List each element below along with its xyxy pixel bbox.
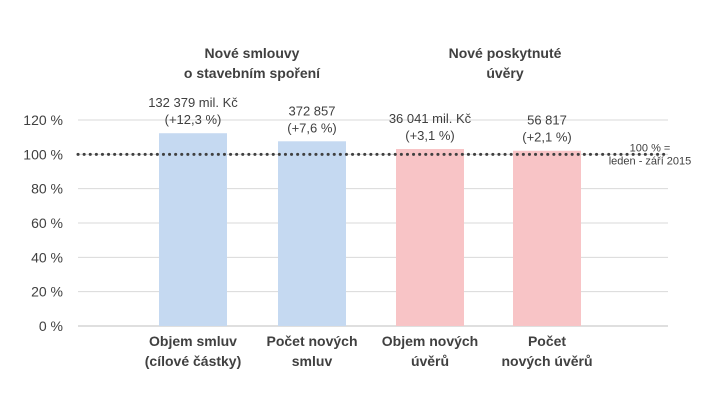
data-label: 36 041 mil. Kč (+3,1 %) (389, 111, 472, 143)
x-category-label: Počet nových úvěrů (501, 333, 592, 369)
group-label: Nové poskytnuté úvěry (449, 45, 562, 81)
bar (396, 149, 464, 326)
data-label: 56 817 (+2,1 %) (522, 113, 572, 145)
data-label: 372 857 (+7,6 %) (287, 103, 337, 135)
bars (159, 133, 581, 326)
reference-line-group: 100 % = leden - září 2015 (76, 142, 692, 167)
x-category-label: Objem nových úvěrů (382, 333, 478, 369)
reference-line-label: 100 % = leden - září 2015 (609, 142, 692, 167)
y-axis-ticks: 0 % 20 % 40 % 60 % 80 % 100 % 120 % (23, 112, 63, 334)
bar (159, 133, 227, 326)
y-tick-label: 0 % (39, 318, 63, 334)
data-label: 132 379 mil. Kč (+12,3 %) (148, 95, 238, 127)
x-axis-categories: Objem smluv (cílové částky) Počet nových sm… (145, 333, 593, 369)
x-category-label: Počet nových smluv (266, 333, 357, 369)
y-tick-label: 120 % (23, 112, 63, 128)
y-tick-label: 40 % (31, 249, 63, 265)
y-tick-label: 20 % (31, 284, 63, 300)
y-tick-label: 100 % (23, 146, 63, 162)
x-category-label: Objem smluv (cílové částky) (145, 333, 242, 369)
bar (513, 150, 581, 326)
y-tick-label: 60 % (31, 215, 63, 231)
bar (278, 141, 346, 326)
group-label: Nové smlouvy o stavebním spoření (184, 45, 321, 81)
y-tick-label: 80 % (31, 181, 63, 197)
group-labels: Nové smlouvy o stavebním spoření Nové posk… (184, 45, 562, 81)
data-labels: 132 379 mil. Kč (+12,3 %) 372 857 (+7,6 %) 3… (148, 95, 572, 145)
